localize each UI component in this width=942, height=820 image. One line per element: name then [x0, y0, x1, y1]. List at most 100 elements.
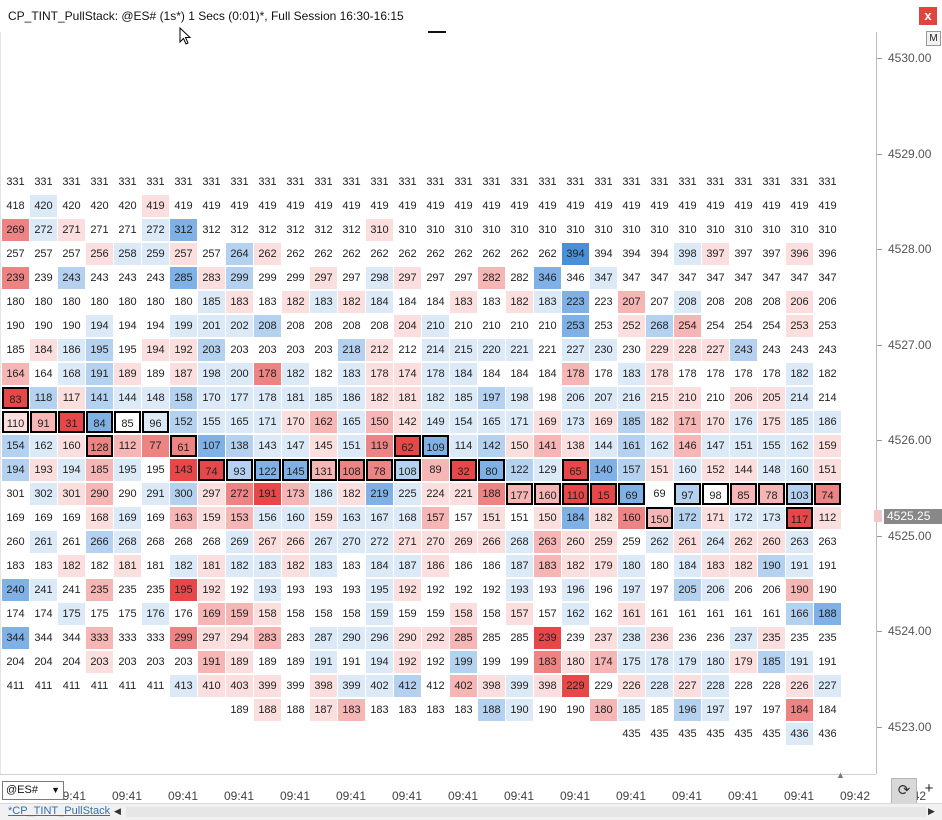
- heatmap-cell: 420: [86, 195, 113, 217]
- heatmap-cell: 264: [702, 531, 729, 553]
- heatmap-cell: 266: [282, 531, 309, 553]
- heatmap-cell: 194: [366, 651, 393, 673]
- heatmap-cell: 262: [478, 243, 505, 265]
- m-button[interactable]: M: [926, 31, 941, 46]
- heatmap-cell: 170: [198, 387, 225, 409]
- heatmap-cell: 110: [2, 411, 29, 433]
- title-bar: CP_TINT_PullStack: @ES# (1s*) 1 Secs (0:…: [0, 0, 942, 32]
- heatmap-cell: 310: [786, 219, 813, 241]
- heatmap-cell: 189: [282, 651, 309, 673]
- heatmap-cell: 154: [450, 411, 477, 433]
- scroll-left-icon[interactable]: ◀: [114, 806, 121, 816]
- heatmap-cell: 331: [618, 171, 645, 193]
- heatmap-cell: 411: [142, 675, 169, 697]
- heatmap-cell: 301: [58, 483, 85, 505]
- refresh-button[interactable]: ⟳: [891, 778, 917, 804]
- heatmap-cell: 148: [758, 459, 785, 481]
- heatmap-cell: 151: [478, 507, 505, 529]
- heatmap-cell: 419: [674, 195, 701, 217]
- heatmap-cell: 331: [114, 171, 141, 193]
- heatmap-cell: 199: [450, 651, 477, 673]
- heatmap-cell: 199: [478, 651, 505, 673]
- heatmap-cell: 271: [114, 219, 141, 241]
- heatmap-cell: 171: [674, 411, 701, 433]
- heatmap-cell: 221: [534, 339, 561, 361]
- symbol-select[interactable]: @ES# ▼: [2, 781, 64, 800]
- heatmap-cell: 197: [478, 387, 505, 409]
- heatmap-cell: 128: [86, 435, 113, 457]
- heatmap-cell: 191: [310, 651, 337, 673]
- heatmap-cell: 204: [394, 315, 421, 337]
- heatmap-cell: 235: [142, 579, 169, 601]
- heatmap-cell: 310: [758, 219, 785, 241]
- heatmap-cell: 140: [590, 459, 617, 481]
- heatmap-cell: 185: [646, 699, 673, 721]
- heatmap-cell: 188: [814, 603, 841, 625]
- heatmap-cell: 298: [366, 267, 393, 289]
- time-label: 09:41: [280, 789, 311, 803]
- heatmap-cell: 310: [422, 219, 449, 241]
- heatmap-cell: 347: [618, 267, 645, 289]
- heatmap-cell: 241: [30, 579, 57, 601]
- horizontal-scrollbar[interactable]: [126, 807, 926, 817]
- heatmap-cell: 61: [170, 435, 197, 457]
- heatmap-cell: 270: [338, 531, 365, 553]
- heatmap-cell: 151: [506, 507, 533, 529]
- heatmap-cell: 178: [730, 363, 757, 385]
- heatmap-cell: 151: [730, 435, 757, 457]
- tab-pullstack[interactable]: *CP_TINT_PullStack: [8, 805, 111, 817]
- heatmap-cell: 182: [366, 387, 393, 409]
- heatmap-cell: 260: [758, 531, 785, 553]
- heatmap-cell: 419: [786, 195, 813, 217]
- heatmap-cell: 192: [422, 651, 449, 673]
- heatmap-cell: 291: [142, 483, 169, 505]
- heatmap-cell: 419: [254, 195, 281, 217]
- heatmap-cell: 419: [618, 195, 645, 217]
- close-button[interactable]: x: [919, 7, 937, 25]
- heatmap-cell: 272: [366, 531, 393, 553]
- heatmap-cell: 180: [590, 699, 617, 721]
- heatmap-cell: 257: [58, 243, 85, 265]
- heatmap-cell: 190: [506, 699, 533, 721]
- heatmap-cell: 142: [478, 435, 505, 457]
- scroll-right-icon[interactable]: ▶: [928, 806, 935, 816]
- heatmap-cell: 397: [758, 243, 785, 265]
- heatmap-cell: 263: [534, 531, 561, 553]
- heatmap-cell: 331: [450, 171, 477, 193]
- heatmap-cell: 190: [786, 579, 813, 601]
- heatmap-cell: 180: [562, 651, 589, 673]
- heatmap-cell: 299: [170, 627, 197, 649]
- heatmap-cell: 69: [618, 483, 645, 505]
- heatmap-cell: 122: [506, 459, 533, 481]
- heatmap-cell: 119: [366, 435, 393, 457]
- heatmap-cell: 80: [478, 459, 505, 481]
- chart-left-edge: [0, 32, 1, 774]
- heatmap-cell: 178: [254, 387, 281, 409]
- heatmap-cell: 333: [86, 627, 113, 649]
- heatmap-cell: 419: [506, 195, 533, 217]
- heatmap-cell: 312: [282, 219, 309, 241]
- heatmap-cell: 237: [730, 627, 757, 649]
- heatmap-cell: 192: [198, 579, 225, 601]
- heatmap-cell: 182: [338, 483, 365, 505]
- heatmap-cell: 269: [226, 531, 253, 553]
- heatmap-cell: 178: [646, 651, 673, 673]
- heatmap-cell: 227: [562, 339, 589, 361]
- heatmap-cell: 96: [142, 411, 169, 433]
- heatmap-cell: 243: [58, 267, 85, 289]
- heatmap-cell: 190: [562, 699, 589, 721]
- price-label: 4524.00: [888, 624, 932, 638]
- add-button[interactable]: +: [920, 780, 938, 798]
- heatmap-cell: 331: [338, 171, 365, 193]
- heatmap-cell: 190: [534, 699, 561, 721]
- heatmap-cell: 160: [618, 507, 645, 529]
- heatmap-cell: 227: [674, 675, 701, 697]
- heatmap-cell: 177: [226, 387, 253, 409]
- heatmap-cell: 419: [310, 195, 337, 217]
- heatmap-cell: 147: [282, 435, 309, 457]
- heatmap-cell: 154: [2, 435, 29, 457]
- heatmap-cell: 146: [674, 435, 701, 457]
- heatmap-cell: 177: [506, 483, 533, 505]
- heatmap-cell: 183: [422, 699, 449, 721]
- heatmap-cell: 204: [58, 651, 85, 673]
